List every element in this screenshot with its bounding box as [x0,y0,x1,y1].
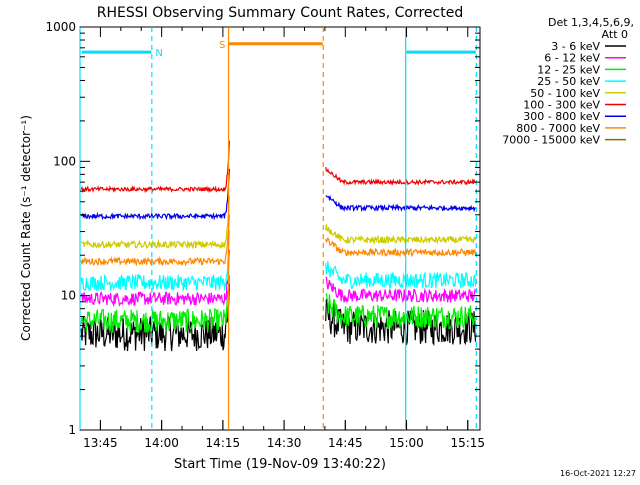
footer-timestamp: 16-Oct-2021 12:27 [560,469,636,478]
legend-label: 50 - 100 keV [530,87,600,100]
chart-title: RHESSI Observing Summary Count Rates, Co… [97,5,463,21]
y-tick-label: 1000 [45,20,76,34]
x-tick-label: 14:30 [267,436,302,450]
legend-header: Att 0 [602,28,628,41]
legend-label: 12 - 25 keV [537,63,600,76]
series-line [325,194,476,213]
series-line [80,214,230,267]
series-line [80,195,230,250]
series-line [325,276,477,304]
series-line [325,261,477,290]
legend-label: 800 - 7000 keV [516,122,600,135]
plot-layer: N S 1 10 100 1000 13:45 14:00 14:15 14:30 14:45 15:… [45,20,626,450]
series-line [325,224,477,245]
series-line [80,249,230,308]
series-line [325,166,477,186]
series-300-800-kev [80,168,476,221]
series-line [325,236,477,258]
y-tick-label: 100 [53,154,76,168]
x-tick-label: 14:45 [328,436,363,450]
legend-label: 100 - 300 keV [523,99,600,112]
x-tick-label: 15:15 [450,436,485,450]
band-label: S [219,40,225,51]
series-50-100-kev [80,195,477,250]
legend-header: Det 1,3,4,5,6,9, [548,16,634,29]
series-100-300-kev [80,140,477,194]
series-line [80,168,230,221]
x-tick-label: 15:00 [389,436,424,450]
x-tick-label: 13:45 [83,436,118,450]
x-tick-label: 14:00 [144,436,179,450]
series-800-7000-kev [80,214,477,267]
y-axis-label: Corrected Count Rate (s⁻¹ detector⁻¹) [19,115,33,341]
series-line [80,230,230,292]
legend-label: 7000 - 15000 keV [502,134,600,147]
legend-label: 25 - 50 keV [537,75,600,88]
y-tick-label: 10 [61,289,76,303]
series-line [325,293,477,331]
series-line [80,275,230,334]
x-axis-label: Start Time (19-Nov-09 13:40:22) [174,457,386,472]
legend-label: 6 - 12 keV [544,52,600,65]
band-label: N [155,48,162,59]
x-tick-label: 14:15 [206,436,241,450]
legend-label: 3 - 6 keV [551,40,600,53]
legend-label: 300 - 800 keV [523,110,600,123]
series-6-12-kev [80,249,477,308]
series-12-25-kev [80,275,477,334]
series-line [80,140,230,194]
y-tick-label: 1 [68,423,76,437]
series-25-50-kev [80,230,477,292]
